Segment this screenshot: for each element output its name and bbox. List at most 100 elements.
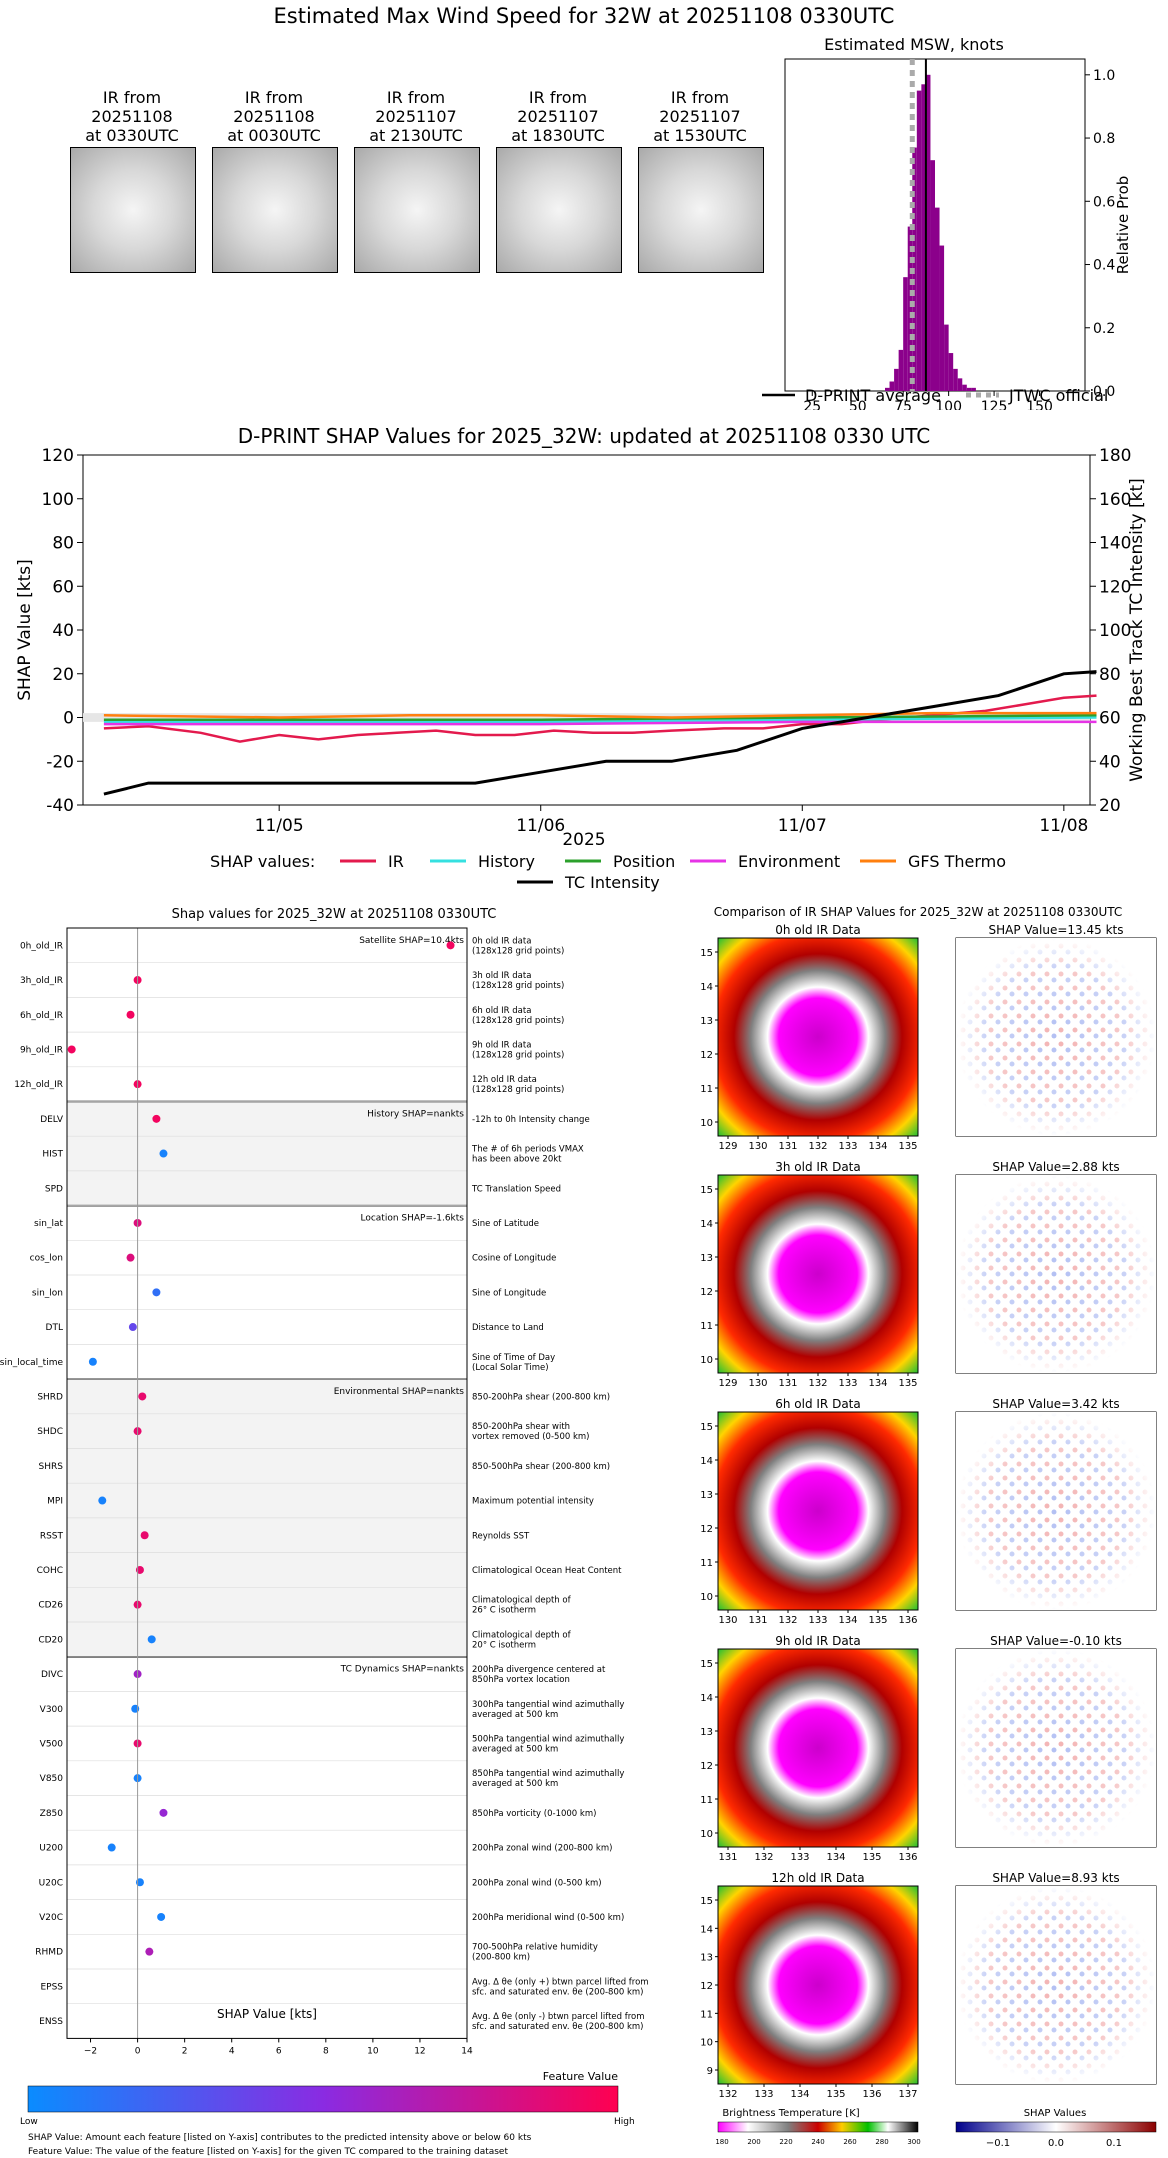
ir-panel-ytick: 13 xyxy=(700,1253,713,1264)
feature-description: 700-500hPa relative humidity xyxy=(472,1943,598,1953)
ir-panel-xtick: 133 xyxy=(838,1141,857,1152)
legend-dprint-label: D-PRINT average xyxy=(805,386,941,405)
scatter-xtick: 8 xyxy=(323,2046,329,2056)
feature-point xyxy=(145,1947,154,1956)
histogram-bar xyxy=(916,90,922,391)
feature-name: SPD xyxy=(45,1184,63,1194)
shap-panel-title: SHAP Value=2.88 kts xyxy=(992,1160,1119,1174)
legend-label: GFS Thermo xyxy=(908,852,1006,871)
feature-name: 6h_old_IR xyxy=(20,1011,63,1021)
ir-panel-xtick: 131 xyxy=(778,1378,797,1389)
ir-panel-xtick: 134 xyxy=(790,2089,809,2100)
feature-description: -12h to 0h Intensity change xyxy=(472,1115,590,1125)
feature-point xyxy=(126,1010,135,1019)
bt-colorbar-tick: 260 xyxy=(843,2138,856,2146)
ir-panel-ytick: 10 xyxy=(700,1592,713,1603)
feature-description: (128x128 grid points) xyxy=(472,946,564,956)
feature-description: Climatological Ocean Heat Content xyxy=(472,1566,622,1576)
shap-feature-scatter: Shap values for 2025_32W at 20251108 033… xyxy=(0,907,649,2157)
feature-name: MPI xyxy=(47,1497,63,1507)
feature-description: (Local Solar Time) xyxy=(472,1363,549,1373)
feature-description: 0h old IR data xyxy=(472,936,531,946)
legend-jtwc-label: JTWC official xyxy=(1008,386,1108,405)
histogram-bar xyxy=(885,387,890,391)
ir-panel-xtick: 131 xyxy=(718,1852,737,1863)
feature-name: cos_lon xyxy=(30,1254,63,1264)
feature-description: Sine of Latitude xyxy=(472,1219,539,1229)
ir-thumbnail-label: IR from 20251107 at 1830UTC xyxy=(511,88,605,145)
ir-panel-xtick: 133 xyxy=(790,1852,809,1863)
series-line xyxy=(103,716,1097,724)
timeseries-frame xyxy=(82,454,1091,806)
feature-name: EPSS xyxy=(40,1982,63,1992)
series-line xyxy=(103,714,1097,721)
timeseries-ytick: 60 xyxy=(52,577,74,597)
ir-panel-ytick: 15 xyxy=(700,1185,713,1196)
feature-name: COHC xyxy=(37,1566,63,1576)
ir-thumbnail-image xyxy=(70,147,196,273)
shap-timeseries: D-PRINT SHAP Values for 2025_32W: update… xyxy=(15,424,1147,892)
feature-description: 200hPa divergence centered at xyxy=(472,1665,606,1675)
timeseries-y2tick: 140 xyxy=(1099,534,1131,554)
ir-panel-ytick: 15 xyxy=(700,948,713,959)
ir-panel-ytick: 15 xyxy=(700,1422,713,1433)
ir-panel-xtick: 129 xyxy=(718,1141,737,1152)
feature-description: averaged at 500 km xyxy=(472,1779,558,1789)
ir-panel-image xyxy=(717,1174,919,1374)
msw-histogram: Estimated MSW, knots 25 50 75 100 125 150 0.0 0… xyxy=(762,35,1132,410)
ir-panel-xtick: 134 xyxy=(838,1615,857,1626)
ir-panel-ytick: 11 xyxy=(700,1795,713,1806)
ir-panel-xtick: 134 xyxy=(826,1852,845,1863)
ir-panel-ytick: 10 xyxy=(700,1355,713,1366)
group-band xyxy=(67,1101,467,1206)
feature-name: SHDC xyxy=(37,1427,63,1437)
ir-panel-xtick: 134 xyxy=(868,1141,887,1152)
ir-panel-ytick: 15 xyxy=(700,1659,713,1670)
feature-description: 200hPa zonal wind (0-500 km) xyxy=(472,1878,602,1888)
shap-colorbar-ticks: −0.1 0.0 0.1 xyxy=(986,2138,1122,2149)
histogram-ytick: 0.0 xyxy=(1093,384,1115,400)
feature-point xyxy=(128,1323,137,1332)
histogram-xtick: 25 xyxy=(803,399,821,410)
timeseries-y2tick: 60 xyxy=(1099,709,1121,729)
feature-name: RSST xyxy=(40,1531,64,1541)
ir-panel-image xyxy=(717,1411,919,1611)
scatter-xlabel: SHAP Value [kts] xyxy=(217,2007,317,2021)
histogram-legend: D-PRINT average JTWC official xyxy=(762,386,1108,405)
ir-thumbnail-label: IR from 20251107 at 2130UTC xyxy=(369,88,463,145)
timeseries-lines xyxy=(103,670,1097,796)
timeseries-y2label: Working Best Track TC Intensity [kt] xyxy=(1127,478,1147,782)
feature-description: sfc. and saturated env. θe (200-800 km) xyxy=(472,1987,644,1997)
timeseries-xtick: 11/05 xyxy=(255,816,304,836)
compare-title: Comparison of IR SHAP Values for 2025_32… xyxy=(714,905,1123,919)
feature-description: The # of 6h periods VMAX xyxy=(471,1145,584,1155)
histogram-title: Estimated MSW, knots xyxy=(824,35,1004,54)
histogram-ytick: 0.2 xyxy=(1093,321,1115,337)
feature-name: U200 xyxy=(39,1844,63,1854)
feature-description: 200hPa zonal wind (200-800 km) xyxy=(472,1844,612,1854)
ir-panel-ytick: 14 xyxy=(700,1456,713,1467)
ir-thumbnail-image xyxy=(354,147,480,273)
ir-panel-title: 3h old IR Data xyxy=(775,1160,861,1174)
timeseries-title: D-PRINT SHAP Values for 2025_32W: update… xyxy=(238,424,930,448)
feature-point xyxy=(159,1808,168,1817)
ir-panel-ytick: 10 xyxy=(700,1118,713,1129)
feature-description: 20° C isotherm xyxy=(472,1640,536,1650)
feature-description: Climatological depth of xyxy=(472,1630,572,1640)
ir-panel-xtick: 129 xyxy=(718,1378,737,1389)
ir-comparison: Comparison of IR SHAP Values for 2025_32… xyxy=(700,905,1157,2149)
ir-panel-ytick: 13 xyxy=(700,1490,713,1501)
ir-thumbnail-image xyxy=(212,147,338,273)
feature-description: has been above 20kt xyxy=(472,1155,562,1165)
ir-panel-xtick: 133 xyxy=(808,1615,827,1626)
ir-panel-ytick: 15 xyxy=(700,1896,713,1907)
histogram-ytick: 1.0 xyxy=(1093,68,1115,84)
feature-description: (128x128 grid points) xyxy=(472,1050,564,1060)
feature-name: V20C xyxy=(39,1913,63,1923)
ir-panel-xtick: 136 xyxy=(862,2089,881,2100)
group-label: Environmental SHAP=nankts xyxy=(334,1387,465,1397)
ir-panel-ytick: 10 xyxy=(700,2038,713,2049)
feature-point xyxy=(107,1843,116,1852)
group-label: Location SHAP=-1.6kts xyxy=(360,1214,464,1224)
